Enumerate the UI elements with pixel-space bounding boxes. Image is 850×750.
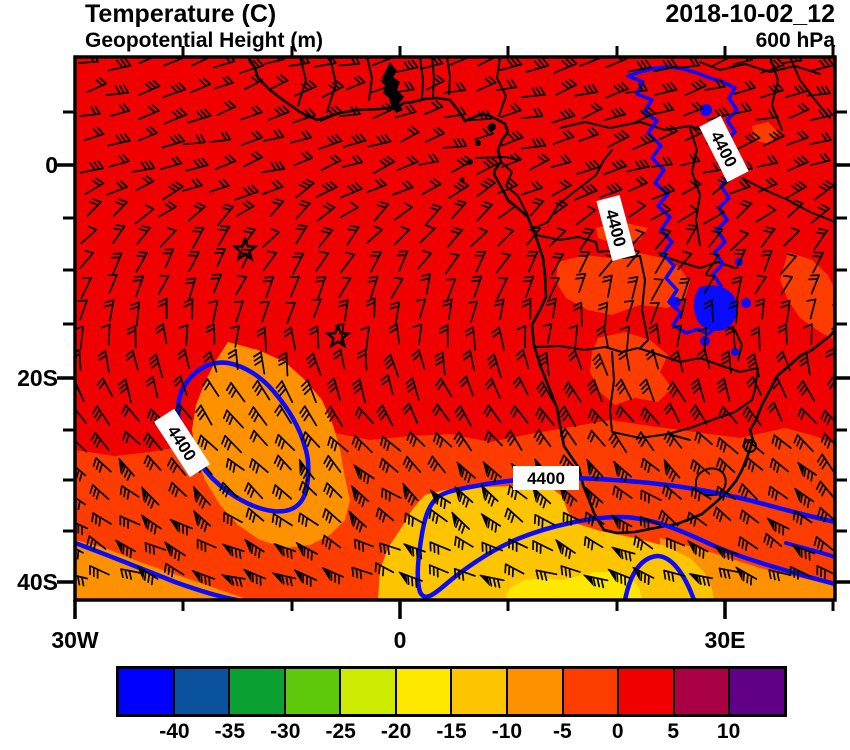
contour-4400-ne-snake xyxy=(626,65,739,336)
x-axis-label-0: 0 xyxy=(394,627,407,653)
colorbar-cell xyxy=(285,669,342,714)
star-marker xyxy=(324,322,352,349)
colorbar-cell xyxy=(452,669,509,714)
contour-label: 4400 xyxy=(527,469,565,488)
contour-sw-diagonal xyxy=(75,540,240,600)
contour-label-box xyxy=(596,194,636,262)
colorbar-cell xyxy=(119,669,175,714)
temp-fill-yellow xyxy=(505,572,642,600)
contour-label-box xyxy=(513,466,579,490)
colorbar-cell xyxy=(619,669,675,714)
plot-title: Temperature (C) xyxy=(85,0,277,28)
plot-datetime: 2018-10-02_12 xyxy=(665,0,835,28)
contour-se-short xyxy=(784,541,835,559)
contour-dome-south xyxy=(622,553,697,600)
map-frame xyxy=(73,55,837,602)
colorbar-tick-label: -20 xyxy=(380,720,412,743)
colorbar-tick-label: -40 xyxy=(159,720,190,743)
colorbar-tick-label: -15 xyxy=(436,720,467,743)
colorbar-tick-label: -25 xyxy=(325,720,356,743)
axis-ticks-major xyxy=(57,163,850,619)
contour-labels: 4400 4400 4400 4400 xyxy=(153,115,749,490)
star-marker xyxy=(231,235,259,262)
x-axis-label-30e: 30E xyxy=(705,627,746,653)
temp-patch-coast-east xyxy=(780,252,835,340)
map-canvas: 4400 4400 4400 4400 0 20S xyxy=(17,46,850,653)
colorbar-cell xyxy=(563,669,620,714)
africa-coastline xyxy=(246,57,835,535)
height-contours xyxy=(75,65,835,600)
station-stars xyxy=(231,235,352,349)
colorbar-cell xyxy=(730,669,784,714)
colorbar xyxy=(116,666,787,717)
colorbar-tick-label: -10 xyxy=(491,720,523,743)
contour-label-box xyxy=(699,115,749,183)
colorbar-tick-label: -30 xyxy=(270,720,301,743)
plot-subtitle: Geopotential Height (m) xyxy=(85,29,323,52)
temp-fill-orange-sw xyxy=(75,540,250,600)
colorbar-cell xyxy=(174,669,231,714)
contour-4400-closed-sw xyxy=(175,360,311,514)
temp-patch-angola xyxy=(556,252,690,315)
colorbar-tick-label: 0 xyxy=(611,720,624,743)
y-axis-label-20s: 20S xyxy=(17,365,58,391)
lake-volta xyxy=(382,62,404,113)
colorbar-cell xyxy=(674,669,731,714)
contour-label-box xyxy=(153,408,211,478)
y-axis-label-40s: 40S xyxy=(17,569,58,595)
colorbar-cell xyxy=(508,669,564,714)
colorbar-tick-label: -35 xyxy=(214,720,245,743)
y-axis-label-0: 0 xyxy=(45,152,58,178)
x-axis-label-30w: 30W xyxy=(51,627,99,653)
colorbar-tick-label: -5 xyxy=(552,720,572,743)
colorbar-tick-label: 10 xyxy=(716,720,741,743)
axis-ticks-minor xyxy=(63,46,847,611)
colorbar-cell xyxy=(396,669,453,714)
colorbar-tick-label: 5 xyxy=(667,720,679,743)
contour-4400-main xyxy=(415,475,835,599)
colorbar-cell xyxy=(230,669,286,714)
colorbar-cell xyxy=(341,669,397,714)
plot-level: 600 hPa xyxy=(755,29,835,52)
